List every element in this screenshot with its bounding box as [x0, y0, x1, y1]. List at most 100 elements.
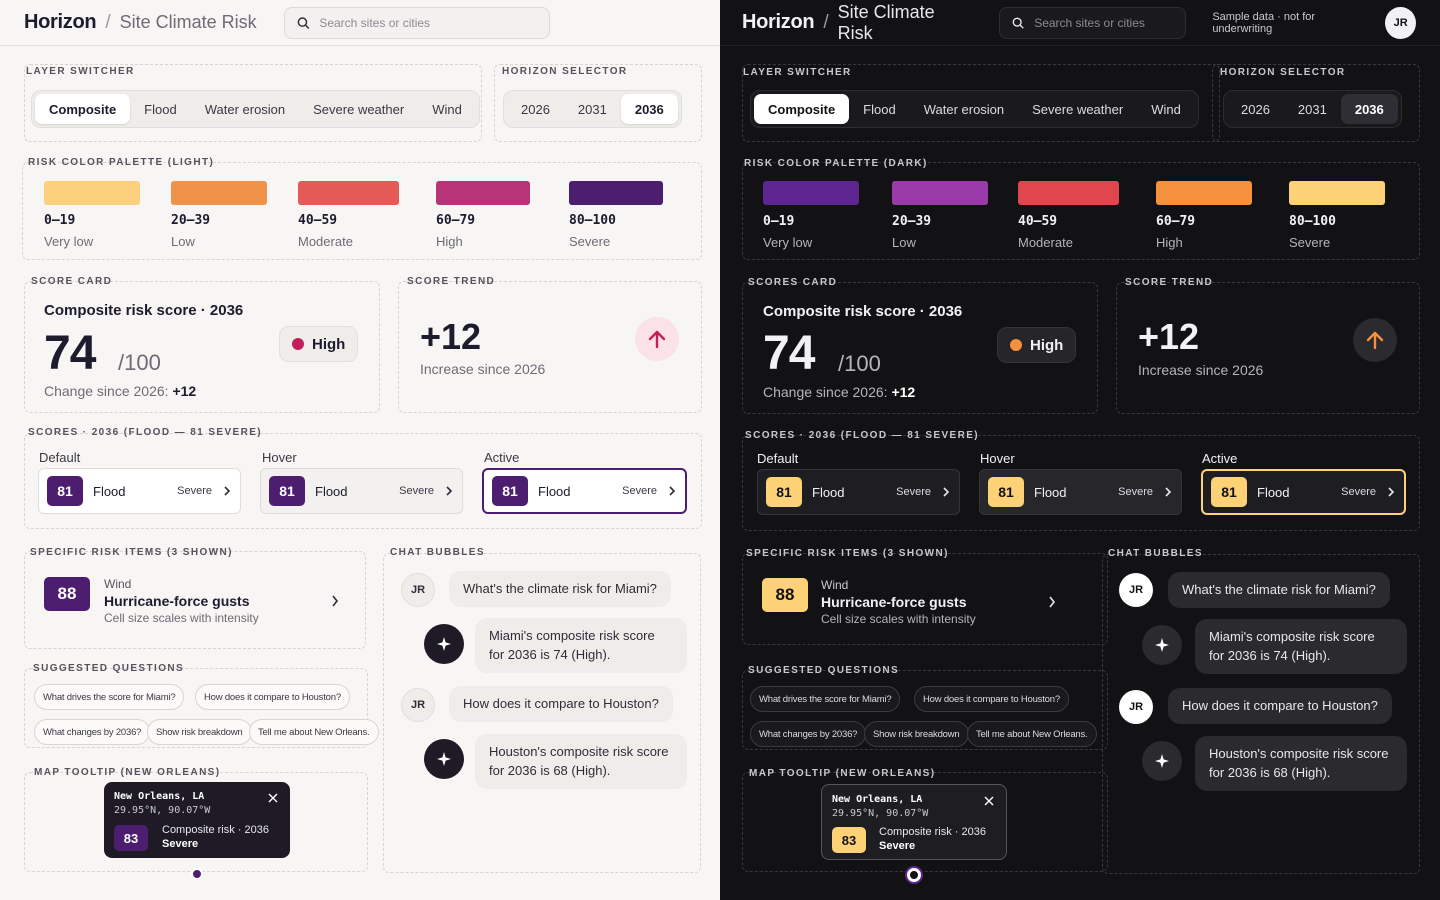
palette-swatch [1156, 181, 1252, 205]
section-label: RISK COLOR PALETTE (DARK) [744, 158, 928, 169]
chevron-right-icon [446, 486, 453, 496]
risk-level-badge: High [997, 327, 1077, 363]
search-input[interactable] [1034, 15, 1174, 30]
score-row-hover[interactable]: 81 Flood Severe [260, 468, 463, 514]
brand-logo[interactable]: Horizon [742, 11, 815, 33]
score-title: Composite risk score · 2036 [763, 303, 963, 320]
sparkle-icon [424, 624, 464, 664]
state-label: Active [484, 450, 520, 465]
score-change-value: +12 [172, 383, 197, 399]
palette-name: High [436, 234, 463, 249]
tooltip-city: New Orleans, LA [114, 791, 205, 802]
section-label: SCORE TREND [1125, 277, 1214, 288]
search-box[interactable] [283, 6, 550, 39]
palette-swatch [436, 181, 530, 205]
score-row-default[interactable]: 81 Flood Severe [757, 469, 960, 515]
top-bar: Horizon / Site Climate Risk Sample data … [720, 0, 1440, 46]
item-category: Wind [821, 578, 849, 592]
horizon-2026[interactable]: 2026 [1241, 101, 1270, 117]
suggested-question[interactable]: What drives the score for Miami? [750, 686, 901, 712]
user-avatar[interactable]: JR [1385, 6, 1417, 39]
chat-bubble-user: How does it compare to Houston? [449, 686, 673, 722]
score-row-hover[interactable]: 81 Flood Severe [979, 469, 1182, 515]
disclaimer-note: Sample data · not for underwriting [1212, 10, 1316, 35]
breadcrumb-separator: / [105, 11, 111, 33]
horizon-2026[interactable]: 2026 [521, 101, 550, 117]
chevron-right-icon[interactable] [330, 594, 340, 608]
close-icon[interactable] [268, 793, 278, 803]
suggested-question[interactable]: Show risk breakdown [147, 719, 252, 745]
risk-dot-icon [292, 338, 304, 350]
suggested-question[interactable]: Show risk breakdown [864, 721, 969, 747]
tooltip-level: Severe [162, 838, 199, 850]
chat-bubble-user: How does it compare to Houston? [1168, 688, 1392, 724]
horizon-2036[interactable]: 2036 [620, 94, 678, 124]
score-change-label: Change since 2026: [44, 383, 169, 399]
score-row-active[interactable]: 81 Flood Severe [482, 468, 687, 514]
row-level: Severe [896, 486, 931, 498]
section-label: LAYER SWITCHER [743, 67, 852, 78]
tooltip-city: New Orleans, LA [832, 794, 923, 805]
palette-name: Low [171, 234, 195, 249]
suggested-question[interactable]: What changes by 2036? [34, 719, 151, 745]
horizon-2036[interactable]: 2036 [1340, 94, 1398, 124]
score-row-active[interactable]: 81 Flood Severe [1201, 469, 1406, 515]
palette-swatch [1289, 181, 1385, 205]
item-title[interactable]: Hurricane-force gusts [104, 593, 250, 609]
palette-name: Very low [763, 235, 813, 250]
suggested-question[interactable]: What changes by 2036? [750, 721, 867, 747]
palette-range: 60–79 [436, 213, 476, 228]
layer-tab-severe-weather[interactable]: Severe weather [1032, 101, 1124, 117]
score-row-default[interactable]: 81 Flood Severe [38, 468, 241, 514]
suggested-question[interactable]: Tell me about New Orleans. [967, 721, 1097, 747]
layer-tab-composite[interactable]: Composite [754, 94, 850, 124]
layer-tab-wind[interactable]: Wind [432, 101, 462, 117]
chevron-right-icon [943, 487, 950, 497]
chat-bubble-ai: Houston's composite risk score for 2036 … [1195, 736, 1407, 791]
tooltip-label: Composite risk · 2036 [162, 824, 269, 836]
layer-tab-water-erosion[interactable]: Water erosion [204, 101, 286, 117]
layer-tab-water-erosion[interactable]: Water erosion [923, 101, 1005, 117]
palette-name: High [1156, 235, 1183, 250]
chevron-right-icon [1388, 487, 1395, 497]
map-pin-marker[interactable] [191, 868, 203, 880]
chat-bubble-ai: Houston's composite risk score for 2036 … [475, 734, 687, 789]
chat-section [383, 553, 701, 873]
brand-logo[interactable]: Horizon [24, 11, 97, 33]
layer-tab-flood[interactable]: Flood [863, 101, 896, 117]
suggested-question[interactable]: What drives the score for Miami? [34, 684, 185, 710]
suggested-question[interactable]: Tell me about New Orleans. [249, 719, 379, 745]
row-name: Flood [93, 483, 126, 499]
layer-tab-wind[interactable]: Wind [1151, 101, 1181, 117]
layer-tab-flood[interactable]: Flood [144, 101, 177, 117]
tooltip-level: Severe [879, 840, 916, 852]
score-max: /100 [838, 351, 881, 376]
row-name: Flood [538, 483, 571, 499]
close-icon[interactable] [984, 796, 994, 806]
horizon-selector-section [494, 64, 702, 142]
state-label: Default [757, 451, 799, 466]
search-box[interactable] [999, 6, 1187, 39]
layer-switcher-section [742, 64, 1220, 142]
score-badge: 81 [766, 477, 802, 507]
horizon-2031[interactable]: 2031 [1297, 101, 1327, 117]
palette-name: Low [892, 235, 916, 250]
specific-risk-section [24, 551, 366, 649]
score-change: Change since 2026: +12 [763, 384, 915, 400]
chevron-right-icon[interactable] [1047, 595, 1057, 609]
suggested-question[interactable]: How does it compare to Houston? [195, 684, 350, 710]
search-input[interactable] [319, 15, 537, 30]
palette-range: 40–59 [1018, 214, 1058, 229]
tooltip-coords: 29.95°N, 90.07°W [832, 808, 929, 819]
score-badge: 81 [1211, 477, 1247, 507]
layer-tab-composite[interactable]: Composite [35, 94, 131, 124]
map-pin-marker[interactable] [907, 868, 921, 882]
layer-tab-severe-weather[interactable]: Severe weather [313, 101, 405, 117]
suggested-question[interactable]: How does it compare to Houston? [914, 686, 1069, 712]
section-label: SUGGESTED QUESTIONS [33, 663, 185, 674]
score-value: 74 [763, 327, 815, 380]
score-badge: 81 [269, 476, 305, 506]
item-title[interactable]: Hurricane-force gusts [821, 594, 967, 610]
horizon-2031[interactable]: 2031 [577, 101, 607, 117]
palette-name: Moderate [1018, 235, 1073, 250]
